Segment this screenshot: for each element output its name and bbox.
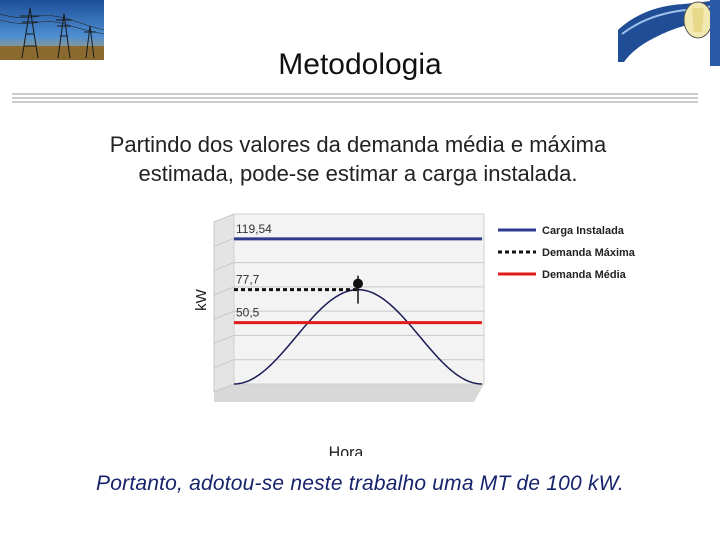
title-divider (12, 93, 698, 103)
gridline (213, 310, 484, 320)
demand-chart: 119,54 77,7 50,5 Carga Instalada Demanda Má… (193, 213, 636, 456)
plot-floor (214, 384, 484, 402)
legend-label: Demanda Média (542, 269, 627, 281)
power-towers-photo (0, 0, 104, 60)
gridline (213, 262, 484, 272)
series-layer: 119,54 77,7 50,5 (234, 222, 482, 325)
slide-title: Metodologia (278, 48, 442, 81)
x-axis-label: Hora (329, 443, 364, 456)
plot-back-wall (233, 213, 485, 385)
intro-line-1: Partindo dos valores da demanda média e … (109, 132, 607, 157)
legend-layer: Carga Instalada Demanda Máxima Demanda Méd… (498, 225, 636, 281)
legend-label: Carga Instalada (542, 225, 625, 237)
series-value-label: 119,54 (236, 222, 272, 236)
intro-line-2: estimada, pode-se estimar a carga instal… (138, 161, 578, 186)
conclusion-text: Portanto, adotou-se neste trabalho uma M… (96, 472, 624, 495)
intro-text: Partindo dos valores da demanda média e … (0, 130, 716, 188)
peak-marker-point (353, 278, 363, 289)
gridline (213, 286, 484, 296)
y-axis-label: kW (193, 288, 210, 311)
plot-side-wall (213, 213, 235, 393)
gridline (213, 334, 484, 344)
logo-graphic (614, 0, 720, 66)
legend-label: Demanda Máxima (542, 247, 636, 259)
gridline (213, 359, 484, 369)
series-value-label: 77,7 (236, 273, 260, 287)
series-value-label: 50,5 (236, 306, 260, 320)
